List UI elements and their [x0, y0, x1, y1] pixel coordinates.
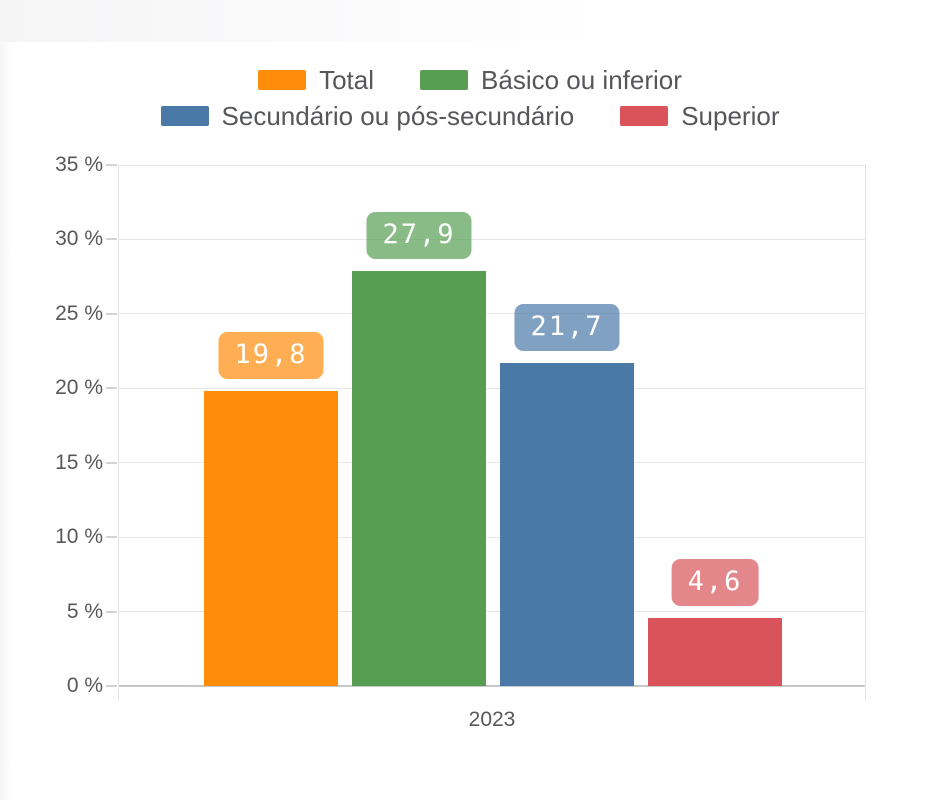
legend-swatch-icon [620, 105, 669, 126]
y-tick-label: 15 % [55, 450, 103, 474]
y-tick-mark [106, 164, 117, 166]
legend-swatch-icon [258, 70, 307, 91]
data-label-badge: 21,7 [514, 303, 620, 351]
legend-label: Básico ou inferior [481, 65, 682, 95]
chart-legend: Total Básico ou inferior Secundário ou pós… [0, 66, 940, 130]
data-label-badge: 19,8 [218, 332, 324, 380]
plot-area: 19,8 27,9 21,7 4,6 [118, 164, 866, 701]
y-tick-label: 25 % [55, 301, 103, 325]
legend-item-secund-rio-ou-p-s-secund-rio[interactable]: Secundário ou pós-secundário [160, 100, 575, 131]
y-tick-label: 30 % [55, 227, 103, 251]
y-tick-mark [106, 238, 117, 241]
y-tick-mark [106, 461, 117, 464]
gridline [119, 611, 865, 613]
y-tick-mark [106, 610, 117, 613]
y-axis-line-extension [118, 687, 119, 701]
bar-superior [648, 617, 782, 686]
y-tick-label: 20 % [55, 376, 103, 400]
data-label-badge: 27,9 [366, 211, 472, 259]
y-axis-line-extension [865, 687, 866, 701]
gridline [119, 238, 865, 240]
legend-label: Superior [681, 100, 780, 131]
y-tick-mark [106, 312, 117, 315]
legend-item-superior[interactable]: Superior [620, 100, 780, 131]
y-tick-label: 5 % [66, 599, 103, 623]
x-axis-line [119, 685, 865, 687]
y-tick-label: 35 % [55, 153, 103, 176]
legend-row: Secundário ou pós-secundário Superior [160, 100, 780, 131]
gridline [119, 462, 865, 464]
legend-row: Total Básico ou inferior [258, 66, 682, 95]
legend-item-b-sico-ou-inferior[interactable]: Básico ou inferior [420, 66, 682, 95]
bar-secund-rio-ou-p-s-secund-rio [500, 362, 634, 686]
y-tick-mark [106, 536, 117, 539]
legend-swatch-icon [160, 105, 209, 126]
legend-item-total[interactable]: Total [258, 66, 374, 95]
legend-swatch-icon [420, 70, 469, 91]
gridline [119, 387, 865, 389]
y-tick-mark [106, 685, 117, 687]
legend-label: Total [319, 65, 375, 95]
gridline [119, 164, 865, 166]
page-left-strip [0, 42, 13, 800]
bar-b-sico-ou-inferior [352, 270, 486, 686]
y-tick-mark [106, 387, 117, 390]
data-label-badge: 4,6 [671, 558, 759, 606]
x-axis-category-label: 2023 [468, 708, 516, 731]
legend-label: Secundário ou pós-secundário [221, 100, 575, 131]
y-tick-label: 0 % [66, 674, 103, 697]
page-top-band [0, 0, 940, 42]
bar-total [204, 391, 338, 686]
y-tick-label: 10 % [55, 525, 103, 549]
gridline [119, 536, 865, 538]
gridline [119, 313, 865, 315]
